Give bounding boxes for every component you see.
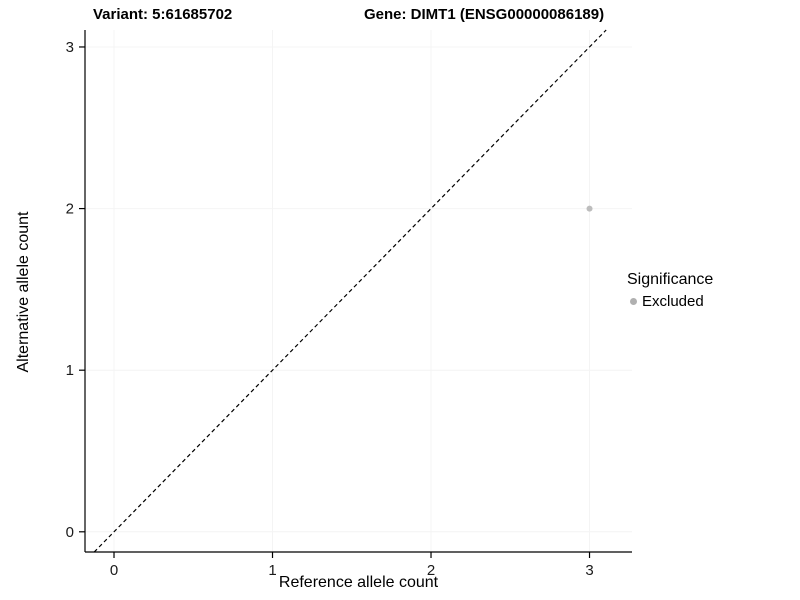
excluded-point-icon	[630, 298, 637, 305]
svg-text:2: 2	[427, 562, 435, 579]
svg-text:1: 1	[66, 362, 74, 379]
svg-text:3: 3	[585, 562, 593, 579]
svg-text:0: 0	[110, 562, 118, 579]
legend: Significance Excluded	[627, 271, 713, 310]
x-axis-label: Reference allele count	[278, 574, 439, 591]
svg-text:0: 0	[66, 524, 74, 541]
variant-title: Variant: 5:61685702	[93, 6, 233, 23]
gene-title: Gene: DIMT1 (ENSG00000086189)	[364, 6, 605, 23]
svg-text:1: 1	[268, 562, 276, 579]
svg-text:2: 2	[66, 201, 74, 218]
legend-title: Significance	[627, 271, 714, 288]
legend-entry-excluded: Excluded	[627, 293, 713, 310]
y-axis-label: Alternative allele count	[15, 211, 32, 373]
legend-entry-label: Excluded	[642, 293, 704, 310]
svg-text:3: 3	[66, 39, 74, 56]
